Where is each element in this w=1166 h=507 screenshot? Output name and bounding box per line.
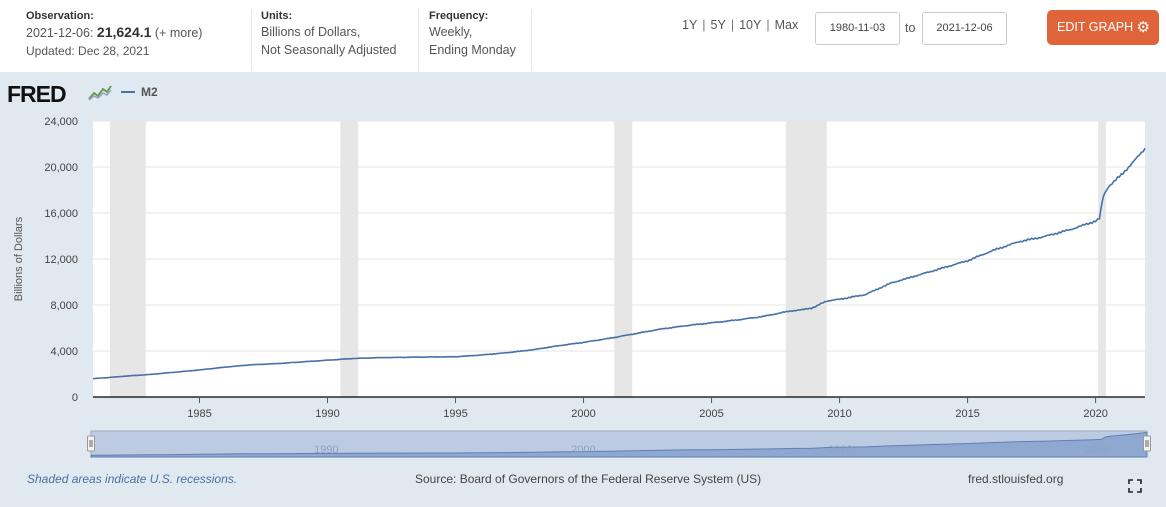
gridlines (93, 120, 1145, 352)
navigator-label: 2000 (571, 444, 595, 456)
legend-label[interactable]: M2 (141, 85, 158, 99)
navigator-label: 1990 (314, 444, 338, 456)
y-tick-label: 16,000 (44, 208, 78, 220)
y-axis-title: Billions of Dollars (13, 216, 25, 301)
axes: 0 4,000 8,000 12,000 16,000 20,000 24,000 1985 1… (44, 116, 1145, 420)
frequency-block: Frequency: Weekly, Ending Monday (429, 9, 532, 71)
navigator-series (90, 431, 1148, 458)
site-link[interactable]: fred.stlouisfed.org (968, 472, 1064, 486)
y-tick-label: 12,000 (44, 254, 78, 266)
edit-graph-label: EDIT GRAPH (1057, 20, 1134, 34)
x-tick-label: 1985 (187, 408, 211, 420)
range-links: 1Y | 5Y | 10Y | Max (682, 18, 798, 32)
date-from-input[interactable]: 1980-11-03 (815, 12, 900, 45)
y-tick-label: 4,000 (50, 346, 78, 358)
y-tick-label: 20,000 (44, 162, 78, 174)
range-10y-link[interactable]: 10Y (739, 18, 762, 32)
units-line2: Not Seasonally Adjusted (261, 43, 397, 57)
observation-line: 2021-12-06: 21,624.1 (+ more) (26, 23, 251, 42)
x-tick-label: 2000 (571, 408, 595, 420)
fullscreen-icon[interactable] (1128, 479, 1142, 493)
x-tick-label: 1990 (315, 408, 339, 420)
range-separator: | (702, 18, 706, 32)
units-label: Units: (261, 10, 293, 22)
navigator-label: 2020 (1085, 444, 1109, 456)
observation-more-link[interactable]: (+ more) (154, 26, 203, 40)
fred-logo-graph-icon (88, 85, 112, 101)
observation-block: Observation: 2021-12-06: 21,624.1 (+ mor… (26, 9, 252, 71)
source-text: Source: Board of Governors of the Federa… (415, 472, 762, 486)
navigator-label: 2010 (828, 444, 852, 456)
x-tick-label: 2020 (1083, 408, 1107, 420)
observation-date: 2021-12-06: (26, 26, 94, 40)
fred-logo[interactable]: FRED (7, 81, 67, 107)
x-tick-label: 2010 (827, 408, 851, 420)
range-separator: | (766, 18, 770, 32)
range-separator: | (730, 18, 735, 32)
x-tick-label: 2005 (699, 408, 723, 420)
frequency-line2: Ending Monday (429, 43, 516, 57)
frequency-line1: Weekly, (429, 25, 473, 39)
range-1y-link[interactable]: 1Y (682, 18, 698, 32)
range-max-link[interactable]: Max (774, 18, 799, 32)
observation-value: 21,624.1 (96, 24, 152, 40)
y-tick-label: 8,000 (50, 300, 78, 312)
y-tick-label: 24,000 (44, 116, 78, 128)
range-navigator[interactable]: 1990 2000 2010 2020 (87, 430, 1151, 458)
to-label: to (905, 21, 916, 35)
gear-icon: ⚙ (1136, 19, 1150, 36)
y-tick-label: 0 (72, 392, 78, 404)
frequency-label: Frequency: (429, 10, 489, 22)
header-bar: Observation: 2021-12-06: 21,624.1 (+ mor… (0, 0, 1166, 72)
units-line1: Billions of Dollars, (261, 25, 361, 39)
edit-graph-button[interactable]: EDIT GRAPH ⚙ (1047, 10, 1159, 45)
legend-swatch (121, 91, 135, 93)
updated-date: Updated: Dec 28, 2021 (26, 44, 150, 58)
m2-series-line[interactable] (93, 147, 1146, 380)
x-tick-label: 1995 (443, 408, 467, 420)
units-block: Units: Billions of Dollars, Not Seasonal… (261, 9, 419, 71)
range-5y-link[interactable]: 5Y (710, 18, 726, 32)
x-tick-label: 2015 (955, 408, 979, 420)
date-to-input[interactable]: 2021-12-06 (922, 12, 1007, 45)
navigator-handle-left[interactable] (87, 435, 95, 452)
recession-note-link[interactable]: Shaded areas indicate U.S. recessions. (27, 472, 238, 486)
observation-label: Observation: (26, 10, 94, 22)
navigator-handle-right[interactable] (1143, 435, 1151, 452)
